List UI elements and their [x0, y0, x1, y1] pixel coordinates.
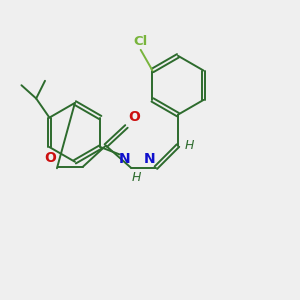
- Text: O: O: [44, 151, 56, 165]
- Text: N: N: [118, 152, 130, 166]
- Text: N: N: [143, 152, 155, 166]
- Text: Cl: Cl: [134, 35, 148, 48]
- Text: O: O: [128, 110, 140, 124]
- Text: H: H: [184, 139, 194, 152]
- Text: H: H: [132, 171, 141, 184]
